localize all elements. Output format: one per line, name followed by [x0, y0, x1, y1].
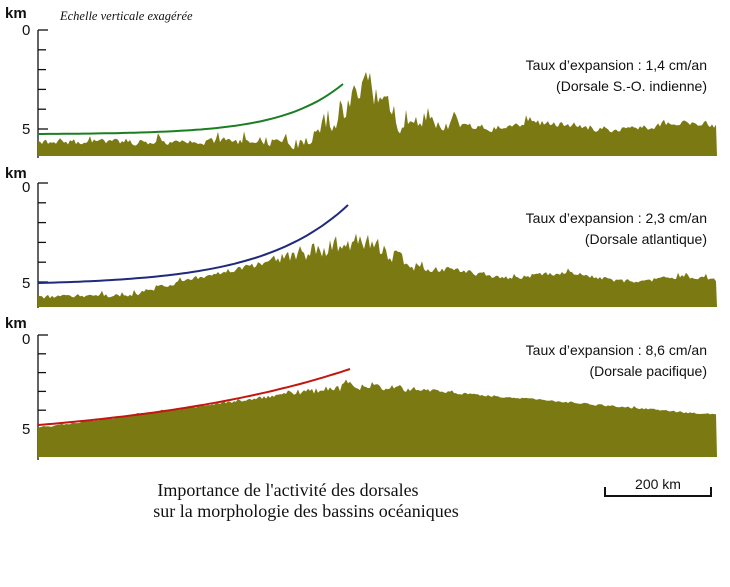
ridge-name-label: (Dorsale atlantique) [585, 231, 707, 247]
panel-atlantic-ridge: km 0 5 Taux d’expansion : 2,3 cm/an (Dor… [5, 165, 717, 308]
tick-label-0: 0 [22, 331, 30, 348]
expansion-rate-label: Taux d’expansion : 1,4 cm/an [526, 57, 707, 73]
tick-label-0: 0 [22, 22, 30, 39]
tick-label-5: 5 [22, 275, 30, 292]
depth-ticks [38, 334, 48, 430]
caption-line-2: sur la morphologie des bassins océanique… [153, 501, 459, 521]
scale-bar-label: 200 km [635, 476, 681, 492]
axis-unit-label: km [5, 165, 27, 182]
expansion-rate-label: Taux d’expansion : 2,3 cm/an [526, 210, 707, 226]
vertical-exaggeration-note: Echelle verticale exagérée [60, 9, 193, 23]
scale-bar [604, 487, 712, 497]
tick-label-5: 5 [22, 121, 30, 138]
seafloor-profile [38, 71, 717, 156]
axis-unit-label: km [5, 5, 27, 22]
seafloor-profile [38, 379, 717, 457]
tick-label-0: 0 [22, 179, 30, 196]
ridge-name-label: (Dorsale pacifique) [590, 363, 708, 379]
axis-unit-label: km [5, 315, 27, 332]
seafloor-profile [38, 233, 717, 307]
ridge-name-label: (Dorsale S.-O. indienne) [556, 78, 707, 94]
panel-sw-indian-ridge: km 0 5 Taux d’expansion : 1,4 cm/an (Dor… [5, 5, 717, 158]
thermal-subsidence-curve [37, 204, 349, 284]
depth-ticks [38, 182, 48, 283]
expansion-rate-label: Taux d’expansion : 8,6 cm/an [526, 342, 707, 358]
thermal-subsidence-curve [38, 83, 344, 135]
thermal-subsidence-curve [37, 368, 351, 426]
panel-pacific-ridge: km 0 5 Taux d’expansion : 8,6 cm/an (Dor… [5, 315, 717, 460]
depth-ticks [38, 29, 48, 130]
caption-line-1: Importance de l'activité des dorsales [157, 480, 419, 500]
tick-label-5: 5 [22, 421, 30, 438]
